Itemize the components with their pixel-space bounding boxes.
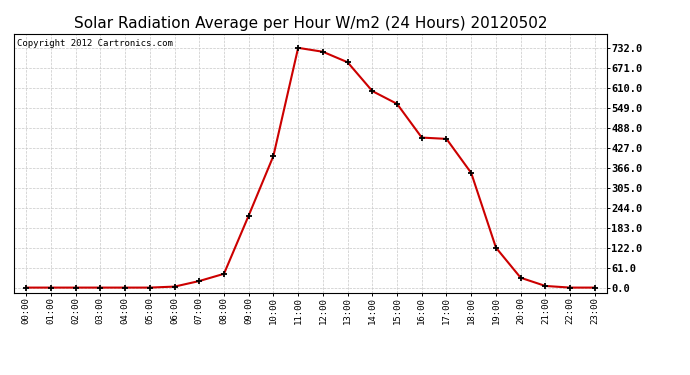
Title: Solar Radiation Average per Hour W/m2 (24 Hours) 20120502: Solar Radiation Average per Hour W/m2 (2… bbox=[74, 16, 547, 31]
Text: Copyright 2012 Cartronics.com: Copyright 2012 Cartronics.com bbox=[17, 39, 172, 48]
